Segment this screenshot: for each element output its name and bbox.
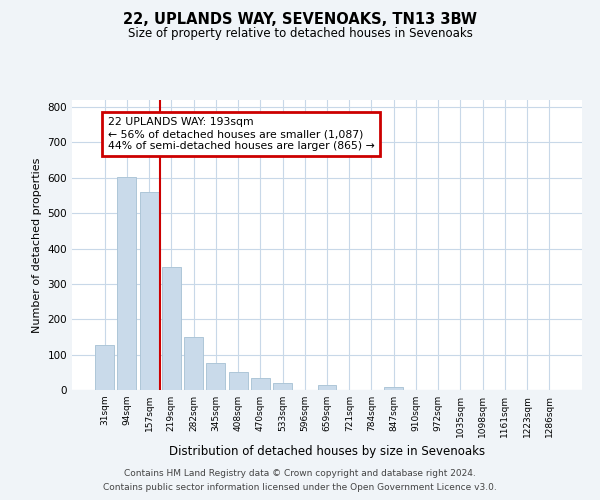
- Text: 22, UPLANDS WAY, SEVENOAKS, TN13 3BW: 22, UPLANDS WAY, SEVENOAKS, TN13 3BW: [123, 12, 477, 28]
- Bar: [140, 192, 158, 390]
- Bar: [95, 344, 114, 390]
- Bar: [273, 383, 292, 390]
- X-axis label: Distribution of detached houses by size in Sevenoaks: Distribution of detached houses by size …: [169, 446, 485, 458]
- Bar: [229, 372, 248, 390]
- Bar: [384, 387, 403, 390]
- Text: Size of property relative to detached houses in Sevenoaks: Size of property relative to detached ho…: [128, 28, 472, 40]
- Text: Contains HM Land Registry data © Crown copyright and database right 2024.: Contains HM Land Registry data © Crown c…: [124, 468, 476, 477]
- Bar: [184, 336, 203, 390]
- Bar: [118, 178, 136, 390]
- Bar: [317, 386, 337, 390]
- Text: Contains public sector information licensed under the Open Government Licence v3: Contains public sector information licen…: [103, 484, 497, 492]
- Y-axis label: Number of detached properties: Number of detached properties: [32, 158, 42, 332]
- Bar: [251, 378, 270, 390]
- Bar: [162, 266, 181, 390]
- Text: 22 UPLANDS WAY: 193sqm
← 56% of detached houses are smaller (1,087)
44% of semi-: 22 UPLANDS WAY: 193sqm ← 56% of detached…: [108, 118, 374, 150]
- Bar: [206, 364, 225, 390]
